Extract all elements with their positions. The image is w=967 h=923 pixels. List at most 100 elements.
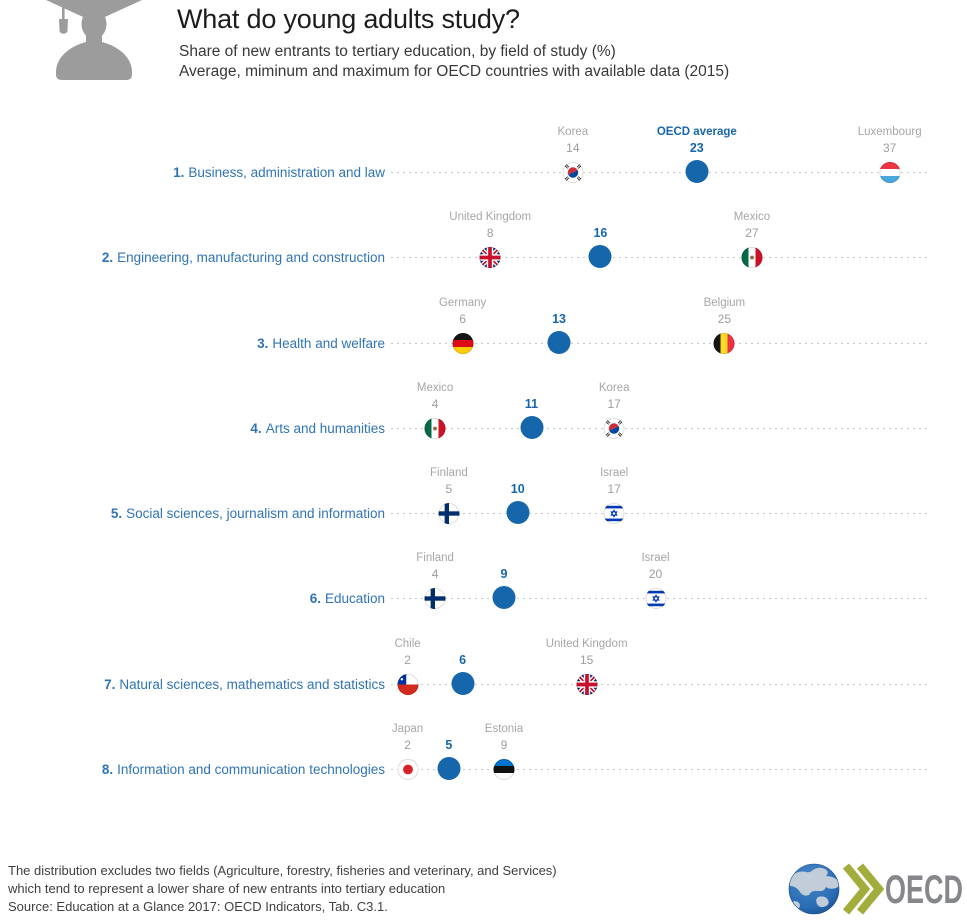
max-value: 27 (745, 226, 759, 240)
oecd-average-value: 13 (552, 312, 567, 326)
min-marker: Chile 2 (333, 632, 483, 695)
min-marker: Mexico 4 (360, 376, 510, 439)
max-country-label: Estonia (484, 723, 524, 735)
oecd-average-marker: 13 (484, 291, 634, 354)
israel-flag-icon (645, 588, 666, 609)
min-country-label: Mexico (416, 382, 454, 394)
israel-flag-icon (603, 503, 625, 524)
oecd-average-dot-icon (492, 586, 516, 609)
field-name: Health and welfare (272, 336, 385, 351)
field-rank: 2. (101, 250, 114, 265)
field-rank: 5. (110, 506, 123, 521)
chart-row: 5. Social sciences, journalism and inform… (0, 461, 967, 539)
max-country-label: Israel (641, 552, 670, 564)
subtitle-line1: Share of new entrants to tertiary educat… (179, 43, 616, 60)
min-country-label: Finland (416, 552, 454, 564)
oecd-average-value: 9 (500, 567, 508, 581)
field-rank: 6. (309, 591, 321, 606)
mexico-flag-icon (424, 418, 446, 439)
min-country-label: Chile (394, 638, 421, 650)
germany-flag-icon (452, 333, 474, 354)
oecd-average-dot-icon (451, 672, 475, 695)
max-country-label: Mexico (733, 211, 771, 223)
oecd-average-marker: 5 (374, 717, 524, 780)
max-value: 17 (607, 397, 621, 411)
field-rank: 3. (257, 336, 269, 351)
min-country-label: Finland (430, 467, 468, 479)
page-title: What do young adults study? (177, 4, 520, 34)
axis-dashed-line (391, 343, 931, 344)
min-value: 2 (404, 738, 411, 752)
field-label: 7. Natural sciences, mathematics and stat… (0, 676, 385, 693)
footnote-line1: The distribution excludes two fields (Ag… (8, 863, 557, 878)
max-marker: Israel 17 (539, 461, 689, 524)
min-marker: Finland 4 (360, 546, 510, 609)
min-marker: Finland 5 (374, 461, 524, 524)
oecd-average-value: 23 (689, 141, 704, 155)
max-marker: Estonia 9 (429, 717, 579, 780)
oecd-average-label: OECD average (656, 126, 737, 138)
field-label: 4. Arts and humanities (0, 420, 385, 437)
min-marker: United Kingdom 8 (415, 205, 565, 268)
belgium-flag-icon (713, 333, 735, 354)
chart-row: 3. Health and welfare Germany 6 13 Belgiu… (0, 291, 967, 369)
min-value: 14 (566, 141, 580, 155)
axis-dashed-line (391, 513, 931, 514)
uk-flag-icon (576, 674, 598, 695)
max-value: 15 (579, 653, 594, 667)
source-line: Source: Education at a Glance 2017: OECD… (8, 899, 388, 914)
oecd-average-marker: OECD average 23 (622, 120, 772, 183)
min-marker: Korea 14 (498, 120, 648, 183)
field-name: Engineering, manufacturing and construct… (117, 250, 385, 265)
axis-dashed-line (391, 172, 931, 173)
estonia-flag-icon (493, 759, 515, 780)
subtitle-line2: Average, miminum and maximum for OECD co… (179, 63, 730, 80)
oecd-average-label (525, 205, 675, 225)
oecd-average-marker: 6 (388, 632, 538, 695)
oecd-average-value: 11 (524, 397, 539, 411)
luxembourg-flag-icon (879, 162, 901, 183)
field-name: Education (324, 591, 385, 606)
chart-row: 6. Education Finland 4 9 Israel 20 (0, 546, 967, 624)
korea-flag-icon (603, 418, 625, 439)
oecd-average-dot-icon (520, 416, 544, 439)
max-marker: Luxembourg 37 (815, 120, 965, 183)
max-country-label: Luxembourg (857, 126, 922, 138)
field-label: 2. Engineering, manufacturing and constru… (0, 249, 385, 266)
chart-row: 1. Business, administration and law Korea… (0, 120, 967, 198)
axis-dashed-line (391, 769, 931, 770)
graduate-icon (46, 0, 142, 80)
max-marker: Israel 20 (581, 546, 731, 609)
max-marker: Mexico 27 (677, 205, 827, 268)
field-name: Information and communication technologi… (117, 762, 385, 777)
field-label: 5. Social sciences, journalism and inform… (0, 505, 385, 522)
korea-flag-icon (562, 162, 584, 183)
mexico-flag-icon (741, 247, 763, 268)
max-value: 17 (607, 482, 621, 496)
oecd-logo: OECD (788, 863, 963, 915)
field-name: Natural sciences, mathematics and statis… (119, 677, 385, 692)
oecd-wordmark: OECD (885, 868, 963, 912)
chart-row: 4. Arts and humanities Mexico 4 11 Korea … (0, 376, 967, 454)
min-country-label: Germany (438, 297, 487, 309)
min-country-label: Korea (557, 126, 589, 138)
field-name: Business, administration and law (188, 165, 385, 180)
chart-row: 2. Engineering, manufacturing and constru… (0, 205, 967, 283)
oecd-average-marker: 11 (457, 376, 607, 439)
max-country-label: Korea (598, 382, 630, 394)
min-value: 8 (486, 226, 494, 240)
oecd-average-value: 6 (459, 653, 467, 667)
oecd-average-value: 16 (593, 226, 608, 240)
min-value: 5 (445, 482, 453, 496)
oecd-average-label (484, 291, 634, 311)
max-country-label: Belgium (703, 297, 746, 309)
oecd-average-dot-icon (547, 331, 571, 354)
oecd-average-label (429, 546, 579, 566)
field-rank: 7. (104, 677, 116, 692)
max-country-label: Israel (600, 467, 629, 479)
min-value: 2 (404, 653, 411, 667)
field-name: Social sciences, journalism and informat… (126, 506, 385, 521)
footnote-line2: which tend to represent a lower share of… (8, 881, 446, 896)
axis-dashed-line (391, 428, 931, 429)
